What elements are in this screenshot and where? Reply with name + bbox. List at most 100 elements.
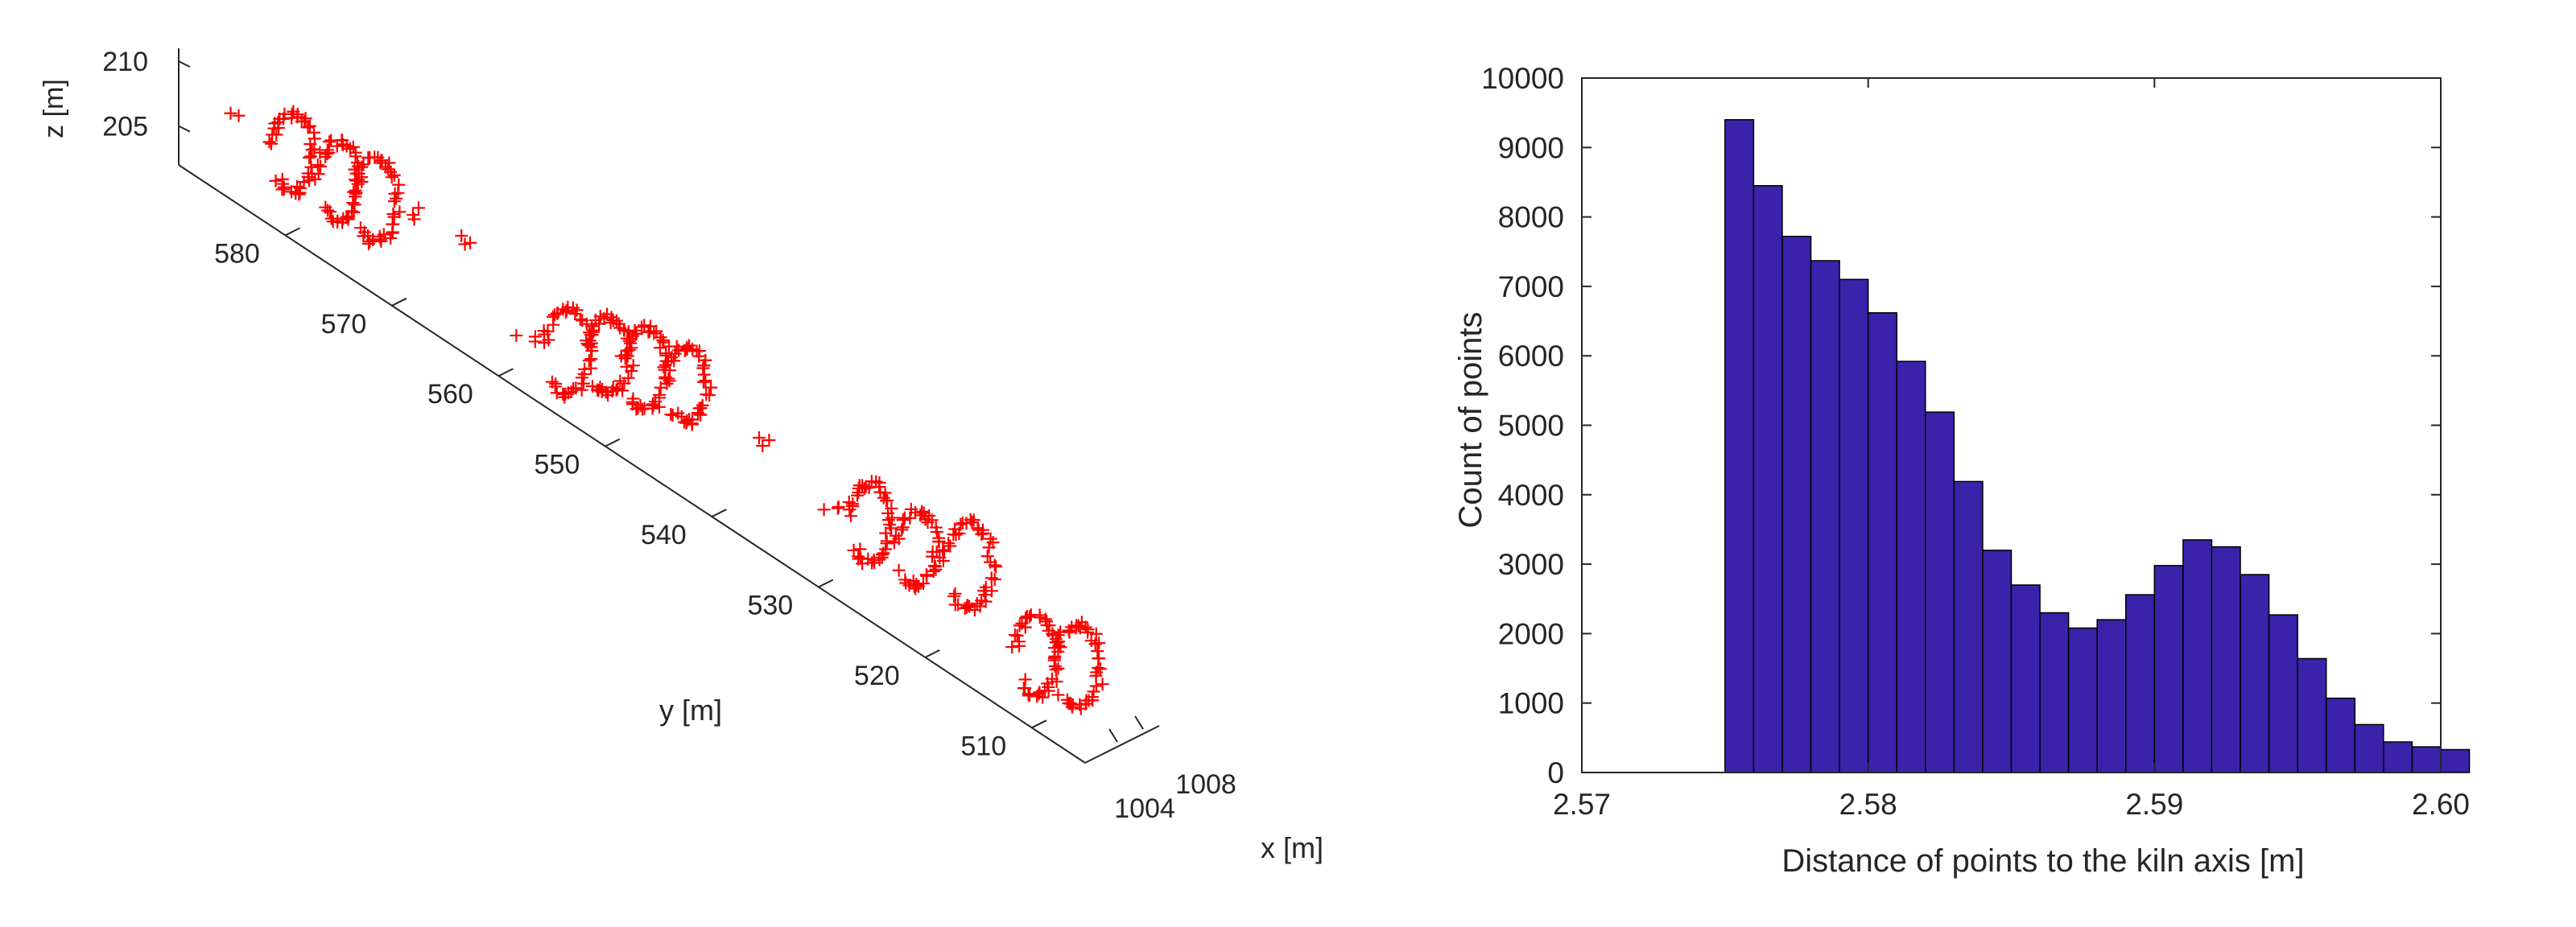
data-point bbox=[877, 546, 890, 560]
data-point bbox=[353, 221, 367, 235]
histogram-bar bbox=[2125, 594, 2156, 773]
data-point bbox=[1082, 694, 1096, 707]
data-point bbox=[303, 119, 316, 133]
histogram-bar bbox=[2268, 614, 2298, 773]
data-point bbox=[407, 212, 421, 226]
data-point bbox=[892, 532, 906, 546]
data-point bbox=[880, 534, 894, 548]
data-point bbox=[1023, 688, 1037, 702]
data-point bbox=[545, 375, 559, 389]
histogram-bar bbox=[2211, 546, 2241, 773]
data-point bbox=[985, 571, 998, 585]
data-point bbox=[976, 526, 990, 540]
histogram-bar bbox=[1867, 311, 1897, 773]
data-point bbox=[385, 171, 398, 184]
data-point bbox=[965, 516, 979, 529]
data-point bbox=[322, 146, 336, 159]
data-point bbox=[958, 602, 972, 616]
data-point bbox=[982, 541, 996, 554]
histogram-y-tick-label: 6000 bbox=[1498, 340, 1564, 373]
data-point bbox=[668, 347, 682, 360]
data-point bbox=[348, 173, 361, 187]
data-point bbox=[621, 332, 634, 345]
y-tick-label: 580 bbox=[214, 238, 260, 269]
data-point bbox=[1040, 618, 1054, 632]
data-point bbox=[1051, 688, 1065, 702]
histogram-bar bbox=[1781, 236, 1812, 773]
data-point bbox=[1092, 637, 1106, 650]
histogram-bar bbox=[2297, 657, 2327, 773]
data-point bbox=[557, 387, 571, 401]
data-point bbox=[575, 371, 588, 385]
data-point bbox=[278, 180, 291, 194]
data-point bbox=[932, 534, 946, 548]
data-point bbox=[291, 108, 304, 122]
data-point bbox=[664, 408, 678, 422]
histogram-x-tick-label: 2.60 bbox=[2412, 788, 2470, 821]
data-point bbox=[1063, 696, 1077, 710]
data-point bbox=[580, 337, 594, 351]
data-point bbox=[699, 373, 712, 387]
histogram-y-tick-label: 9000 bbox=[1498, 131, 1564, 164]
data-point bbox=[699, 353, 712, 367]
data-point bbox=[308, 142, 321, 156]
data-point bbox=[904, 502, 918, 516]
histogram-y-tick-label: 2000 bbox=[1498, 617, 1564, 650]
histogram-bar bbox=[2440, 748, 2471, 773]
y-tick-label: 550 bbox=[535, 450, 580, 480]
data-point bbox=[232, 109, 246, 122]
data-point bbox=[357, 229, 370, 243]
data-point bbox=[949, 528, 963, 542]
y-tick-label: 540 bbox=[641, 520, 687, 550]
data-point bbox=[604, 316, 617, 330]
data-point bbox=[1050, 675, 1063, 689]
data-point bbox=[1060, 693, 1074, 707]
x-tick bbox=[1134, 715, 1144, 730]
data-point bbox=[576, 377, 590, 390]
data-point bbox=[458, 237, 472, 251]
histogram-y-tick-label: 3000 bbox=[1498, 548, 1564, 581]
data-point bbox=[1062, 624, 1075, 637]
data-point bbox=[842, 495, 856, 509]
data-point bbox=[311, 159, 324, 172]
data-point bbox=[903, 511, 917, 525]
y-tick-label: 570 bbox=[321, 309, 367, 340]
data-point bbox=[549, 377, 563, 390]
data-point bbox=[642, 325, 655, 339]
data-point bbox=[1051, 661, 1065, 675]
data-point bbox=[920, 569, 934, 583]
histogram-y-tick-label: 1000 bbox=[1498, 687, 1564, 720]
y-axis-label: y [m] bbox=[659, 694, 722, 727]
data-point bbox=[988, 573, 1001, 587]
histogram-bar bbox=[2240, 574, 2270, 773]
data-point bbox=[320, 143, 334, 157]
data-point bbox=[275, 172, 289, 186]
data-point bbox=[321, 204, 335, 217]
data-point bbox=[853, 542, 867, 556]
data-point bbox=[564, 385, 578, 398]
data-point bbox=[1049, 663, 1063, 677]
data-point bbox=[1096, 678, 1109, 691]
data-point bbox=[411, 201, 425, 215]
y-tick-label: 560 bbox=[427, 379, 473, 410]
data-point bbox=[654, 381, 667, 394]
data-point bbox=[647, 327, 661, 340]
data-point bbox=[541, 325, 555, 339]
data-point bbox=[382, 156, 396, 170]
data-point bbox=[314, 159, 328, 173]
data-point bbox=[292, 187, 306, 201]
histogram-plot: 0 1000 2000 3000 4000 5000 6000 7000 8000 9000 100… bbox=[1481, 62, 2471, 821]
data-point bbox=[756, 439, 770, 453]
data-point bbox=[677, 415, 691, 429]
data-point bbox=[692, 349, 706, 363]
histogram-y-axis-label: Count of points bbox=[1453, 311, 1488, 528]
histogram-y-tick-label: 4000 bbox=[1498, 479, 1564, 512]
data-point bbox=[349, 167, 363, 180]
data-point bbox=[696, 398, 709, 412]
scatter-3d-axes bbox=[178, 48, 1160, 764]
data-point bbox=[1049, 636, 1063, 649]
histogram-bar bbox=[2182, 539, 2213, 773]
data-point bbox=[980, 550, 994, 563]
data-point bbox=[1012, 635, 1026, 649]
y-tick-label: 520 bbox=[854, 661, 900, 691]
